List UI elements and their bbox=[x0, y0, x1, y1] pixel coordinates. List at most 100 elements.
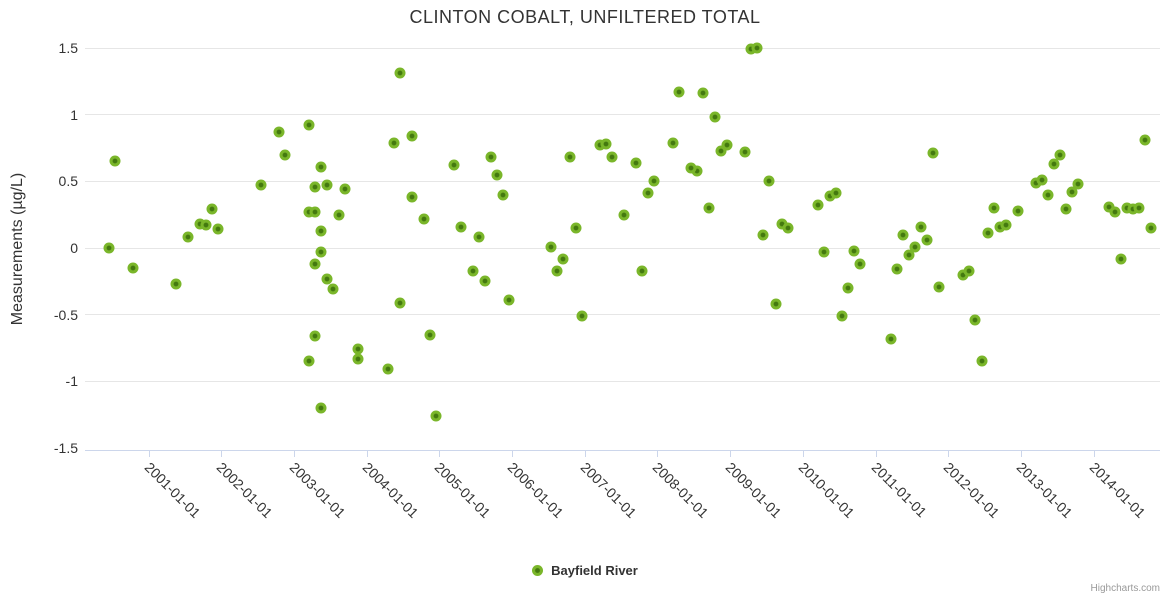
data-point[interactable] bbox=[1030, 177, 1042, 189]
data-point[interactable] bbox=[309, 330, 321, 342]
data-point[interactable] bbox=[921, 234, 933, 246]
data-point[interactable] bbox=[321, 273, 333, 285]
data-point[interactable] bbox=[430, 410, 442, 422]
data-point[interactable] bbox=[630, 157, 642, 169]
data-point[interactable] bbox=[842, 282, 854, 294]
data-point[interactable] bbox=[1072, 178, 1084, 190]
data-point[interactable] bbox=[594, 139, 606, 151]
data-point[interactable] bbox=[406, 191, 418, 203]
data-point[interactable] bbox=[782, 222, 794, 234]
data-point[interactable] bbox=[885, 333, 897, 345]
legend-item-bayfield-river[interactable]: Bayfield River bbox=[532, 563, 638, 578]
data-point[interactable] bbox=[703, 202, 715, 214]
data-point[interactable] bbox=[206, 203, 218, 215]
data-point[interactable] bbox=[909, 241, 921, 253]
data-point[interactable] bbox=[315, 402, 327, 414]
data-point[interactable] bbox=[303, 355, 315, 367]
data-point[interactable] bbox=[648, 175, 660, 187]
data-point[interactable] bbox=[564, 151, 576, 163]
data-point[interactable] bbox=[770, 298, 782, 310]
data-point[interactable] bbox=[303, 119, 315, 131]
data-point[interactable] bbox=[903, 249, 915, 261]
data-point[interactable] bbox=[673, 86, 685, 98]
data-point[interactable] bbox=[1121, 202, 1133, 214]
data-point[interactable] bbox=[479, 275, 491, 287]
data-point[interactable] bbox=[709, 111, 721, 123]
data-point[interactable] bbox=[606, 151, 618, 163]
data-point[interactable] bbox=[1054, 149, 1066, 161]
data-point[interactable] bbox=[455, 221, 466, 233]
data-point[interactable] bbox=[1066, 186, 1078, 198]
data-point[interactable] bbox=[1145, 222, 1157, 234]
data-point[interactable] bbox=[969, 314, 981, 326]
data-point[interactable] bbox=[194, 218, 206, 230]
data-point[interactable] bbox=[636, 265, 648, 277]
data-point[interactable] bbox=[963, 265, 975, 277]
data-point[interactable] bbox=[109, 155, 121, 167]
data-point[interactable] bbox=[994, 221, 1006, 233]
data-point[interactable] bbox=[273, 126, 285, 138]
data-point[interactable] bbox=[473, 231, 485, 243]
data-point[interactable] bbox=[212, 223, 224, 235]
data-point[interactable] bbox=[339, 183, 351, 195]
data-point[interactable] bbox=[497, 189, 509, 201]
data-point[interactable] bbox=[406, 130, 418, 142]
data-point[interactable] bbox=[1042, 189, 1054, 201]
data-point[interactable] bbox=[309, 258, 321, 270]
data-point[interactable] bbox=[957, 269, 969, 281]
data-point[interactable] bbox=[927, 147, 939, 159]
data-point[interactable] bbox=[545, 241, 557, 253]
data-point[interactable] bbox=[600, 138, 612, 150]
data-point[interactable] bbox=[824, 190, 836, 202]
data-point[interactable] bbox=[127, 262, 139, 274]
data-point[interactable] bbox=[685, 162, 697, 174]
data-point[interactable] bbox=[642, 187, 654, 199]
data-point[interactable] bbox=[1139, 134, 1151, 146]
data-point[interactable] bbox=[255, 179, 267, 191]
data-point[interactable] bbox=[818, 246, 830, 258]
data-point[interactable] bbox=[745, 43, 757, 55]
data-point[interactable] bbox=[933, 281, 945, 293]
data-point[interactable] bbox=[1060, 203, 1072, 215]
data-point[interactable] bbox=[1012, 205, 1024, 217]
data-point[interactable] bbox=[485, 151, 497, 163]
data-point[interactable] bbox=[812, 199, 824, 211]
data-point[interactable] bbox=[697, 87, 709, 99]
data-point[interactable] bbox=[551, 265, 563, 277]
data-point[interactable] bbox=[1103, 201, 1115, 213]
data-point[interactable] bbox=[503, 294, 515, 306]
data-point[interactable] bbox=[418, 213, 430, 225]
data-point[interactable] bbox=[836, 310, 848, 322]
data-point[interactable] bbox=[721, 139, 733, 151]
data-point[interactable] bbox=[763, 175, 775, 187]
data-point[interactable] bbox=[715, 145, 727, 157]
data-point[interactable] bbox=[848, 245, 860, 257]
data-point[interactable] bbox=[448, 159, 460, 171]
data-point[interactable] bbox=[327, 283, 339, 295]
data-point[interactable] bbox=[576, 310, 588, 322]
data-point[interactable] bbox=[1133, 202, 1145, 214]
data-point[interactable] bbox=[315, 161, 327, 173]
data-point[interactable] bbox=[739, 146, 751, 158]
data-point[interactable] bbox=[570, 222, 582, 234]
data-point[interactable] bbox=[394, 67, 406, 79]
data-point[interactable] bbox=[200, 219, 212, 231]
data-point[interactable] bbox=[557, 253, 569, 265]
data-point[interactable] bbox=[1109, 206, 1121, 218]
data-point[interactable] bbox=[988, 202, 1000, 214]
data-point[interactable] bbox=[1036, 174, 1048, 186]
data-point[interactable] bbox=[854, 258, 866, 270]
data-point[interactable] bbox=[1115, 253, 1127, 265]
data-point[interactable] bbox=[315, 246, 327, 258]
data-point[interactable] bbox=[382, 363, 394, 375]
data-point[interactable] bbox=[309, 181, 321, 193]
data-point[interactable] bbox=[757, 229, 769, 241]
data-point[interactable] bbox=[182, 231, 194, 243]
data-point[interactable] bbox=[309, 206, 321, 218]
data-point[interactable] bbox=[618, 209, 630, 221]
data-point[interactable] bbox=[897, 229, 909, 241]
data-point[interactable] bbox=[352, 343, 363, 355]
data-point[interactable] bbox=[491, 169, 503, 181]
data-point[interactable] bbox=[830, 187, 842, 199]
data-point[interactable] bbox=[1127, 203, 1139, 215]
